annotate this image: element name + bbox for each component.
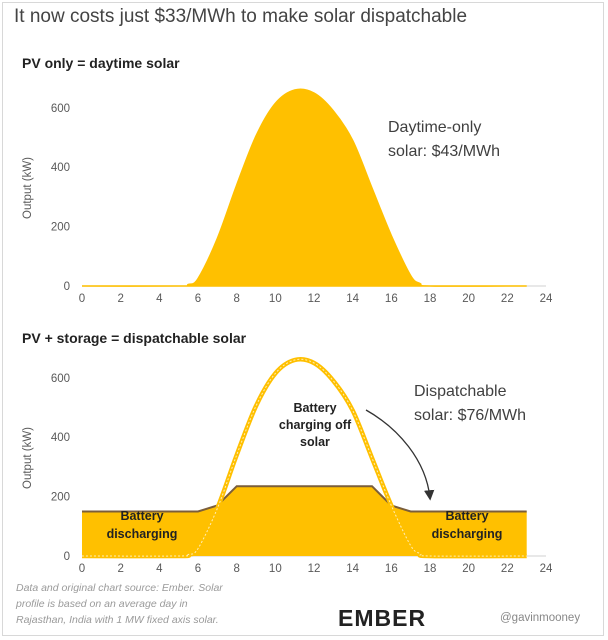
pv-output-area [81, 88, 527, 287]
panel-title-pv-storage: PV + storage = dispatchable solar [22, 330, 247, 346]
x-tick-label: 0 [79, 293, 85, 305]
annotation-charging: charging off [279, 418, 352, 432]
y-tick-label: 600 [51, 103, 70, 115]
x-tick-label: 18 [424, 293, 437, 305]
x-tick-label: 14 [346, 293, 359, 305]
x-tick-label: 12 [308, 563, 321, 575]
source-line: profile is based on an average day in [16, 598, 188, 610]
annotation-charging: Battery [293, 401, 336, 415]
x-tick-label: 8 [233, 563, 239, 575]
y-tick-label: 0 [64, 281, 70, 293]
annotation-daytime-cost: Daytime-only [388, 119, 481, 136]
x-tick-label: 16 [385, 563, 398, 575]
source-note: Data and original chart source: Ember. S… [16, 580, 286, 628]
dispatched-output-area [82, 486, 527, 556]
y-tick-label: 400 [51, 432, 70, 444]
author-handle: @gavinmooney [500, 612, 581, 624]
x-tick-label: 10 [269, 293, 282, 305]
annotation-discharging-right: discharging [432, 527, 503, 541]
x-tick-label: 10 [269, 563, 282, 575]
main-title: It now costs just $33/MWh to make solar … [14, 6, 468, 27]
annotation-dispatch-cost: Dispatchable [414, 383, 507, 400]
x-tick-label: 6 [195, 563, 201, 575]
x-tick-label: 24 [540, 293, 553, 305]
x-tick-label: 14 [346, 563, 359, 575]
x-tick-label: 2 [117, 293, 123, 305]
battery-profile-line [82, 485, 527, 513]
annotation-discharging-right: Battery [445, 509, 488, 523]
x-tick-label: 20 [462, 293, 475, 305]
y-axis-label: Output (kW) [22, 427, 34, 489]
source-line: Rajasthan, India with 1 MW fixed axis so… [16, 614, 219, 626]
annotation-discharging-left: Battery [120, 509, 163, 523]
y-tick-label: 0 [64, 551, 70, 563]
x-tick-label: 4 [156, 563, 163, 575]
x-tick-label: 4 [156, 293, 163, 305]
y-tick-label: 200 [51, 222, 70, 234]
x-tick-label: 16 [385, 293, 398, 305]
annotation-daytime-cost: solar: $43/MWh [388, 143, 500, 160]
x-tick-label: 20 [462, 563, 475, 575]
pv-output-inner-line [81, 358, 527, 557]
annotation-discharging-left: discharging [107, 527, 178, 541]
annotation-charging: solar [300, 435, 330, 449]
annotation-dispatch-cost: solar: $76/MWh [414, 407, 526, 424]
ember-logo: EMBER [338, 605, 427, 631]
x-tick-label: 6 [195, 293, 201, 305]
x-tick-label: 24 [540, 563, 553, 575]
source-line: Data and original chart source: Ember. S… [16, 582, 223, 594]
annotation-arrow [365, 409, 435, 501]
x-tick-label: 18 [424, 563, 437, 575]
y-tick-label: 200 [51, 492, 70, 504]
x-tick-label: 22 [501, 293, 514, 305]
x-tick-label: 2 [117, 563, 123, 575]
x-tick-label: 8 [233, 293, 239, 305]
x-tick-label: 22 [501, 563, 514, 575]
y-axis-label: Output (kW) [22, 157, 34, 219]
y-tick-label: 400 [51, 162, 70, 174]
x-tick-label: 0 [79, 563, 85, 575]
panel-title-pv-only: PV only = daytime solar [22, 55, 180, 71]
x-tick-label: 12 [308, 293, 321, 305]
y-tick-label: 600 [51, 373, 70, 385]
